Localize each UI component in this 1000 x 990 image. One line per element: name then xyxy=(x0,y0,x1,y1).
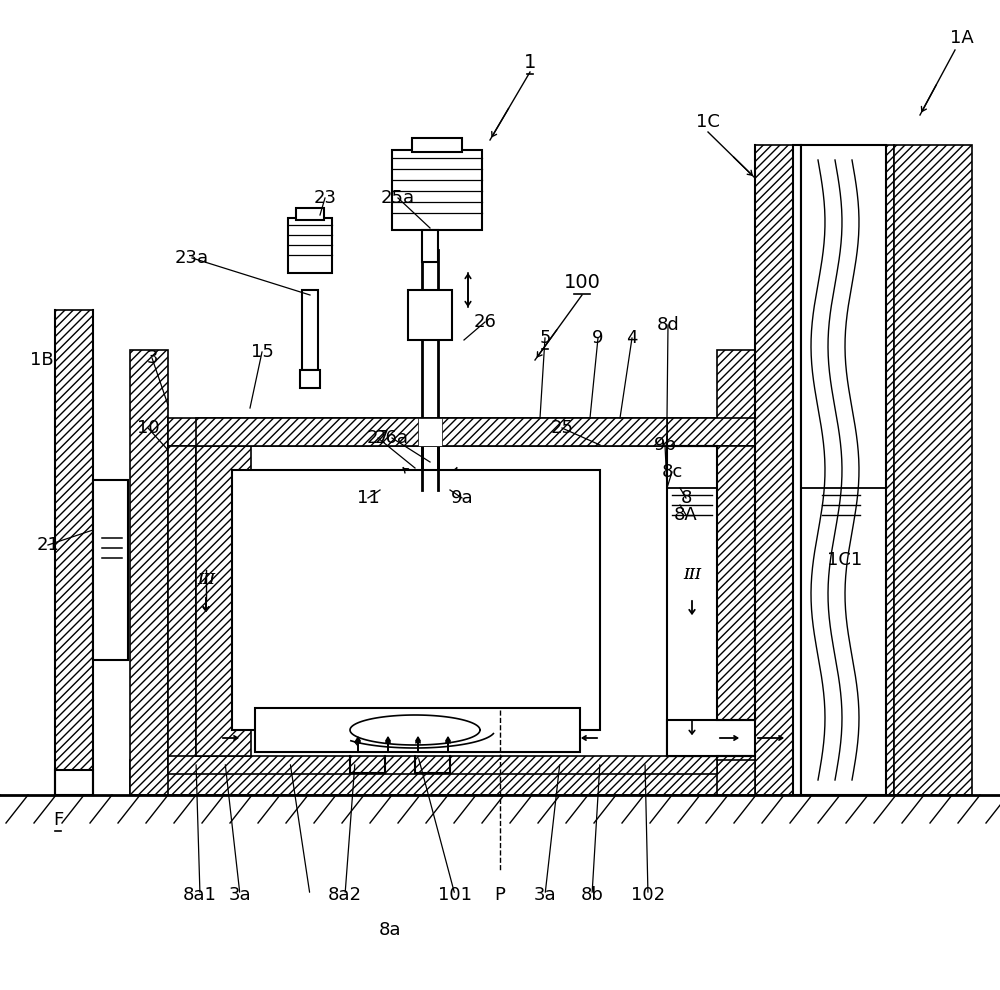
Bar xyxy=(300,370,320,388)
Text: 8d: 8d xyxy=(657,316,679,334)
Bar xyxy=(755,145,793,795)
Bar xyxy=(422,230,438,262)
Text: P: P xyxy=(495,886,505,904)
Bar xyxy=(667,418,755,446)
Text: 15: 15 xyxy=(251,343,273,361)
Bar xyxy=(55,310,93,795)
Bar xyxy=(894,145,972,795)
Text: 8a1: 8a1 xyxy=(183,886,217,904)
Text: 8a2: 8a2 xyxy=(328,886,362,904)
Text: III: III xyxy=(683,568,701,582)
Text: 27: 27 xyxy=(366,429,390,447)
Text: 9: 9 xyxy=(592,329,604,347)
Bar xyxy=(168,446,196,760)
Text: 25a: 25a xyxy=(381,189,415,207)
Text: 8c: 8c xyxy=(661,463,683,481)
Bar xyxy=(55,770,93,795)
Text: III: III xyxy=(197,573,215,587)
Bar xyxy=(232,470,600,730)
Bar xyxy=(418,418,442,446)
Text: 26: 26 xyxy=(474,313,496,331)
Bar xyxy=(255,490,580,710)
Text: 9b: 9b xyxy=(654,436,676,454)
Bar xyxy=(667,446,689,756)
Text: 26a: 26a xyxy=(375,429,409,447)
Bar xyxy=(717,446,755,760)
Bar xyxy=(288,218,332,273)
Text: 1B: 1B xyxy=(30,351,54,369)
Text: 100: 100 xyxy=(564,272,600,291)
Text: F: F xyxy=(53,811,63,829)
Bar xyxy=(302,290,318,370)
Text: 3a: 3a xyxy=(229,886,251,904)
Bar xyxy=(93,480,128,660)
Text: 102: 102 xyxy=(631,886,665,904)
Bar xyxy=(412,138,462,152)
Text: 8A: 8A xyxy=(674,506,698,524)
Bar xyxy=(196,446,218,756)
Text: 1C1: 1C1 xyxy=(827,551,863,569)
Bar xyxy=(196,446,251,756)
Text: 3: 3 xyxy=(146,349,158,367)
Bar xyxy=(408,290,452,340)
Bar xyxy=(667,446,717,756)
Text: 101: 101 xyxy=(438,886,472,904)
Text: 1C: 1C xyxy=(696,113,720,131)
Text: 11: 11 xyxy=(357,489,379,507)
Text: 1A: 1A xyxy=(950,29,974,47)
Bar xyxy=(667,446,689,756)
Text: 1: 1 xyxy=(524,52,536,71)
Bar xyxy=(667,720,755,756)
Bar xyxy=(255,708,580,752)
Text: 8: 8 xyxy=(680,489,692,507)
Text: 23a: 23a xyxy=(175,249,209,267)
Text: 4: 4 xyxy=(626,329,638,347)
Bar xyxy=(801,145,886,795)
Bar xyxy=(392,150,482,230)
Text: 9a: 9a xyxy=(451,489,473,507)
Text: III: III xyxy=(683,568,701,582)
Text: 8a: 8a xyxy=(379,921,401,939)
Text: 8b: 8b xyxy=(581,886,603,904)
Bar xyxy=(130,350,168,795)
Bar xyxy=(689,446,717,760)
Bar xyxy=(793,145,801,795)
Bar xyxy=(717,350,755,795)
Bar xyxy=(130,760,755,795)
Text: 25: 25 xyxy=(550,419,574,437)
Text: 21: 21 xyxy=(37,536,59,554)
Bar xyxy=(168,756,717,774)
Bar xyxy=(886,145,894,795)
Text: III: III xyxy=(197,573,215,587)
Bar xyxy=(93,480,128,660)
Text: 10: 10 xyxy=(137,419,159,437)
Text: 3a: 3a xyxy=(534,886,556,904)
Text: 5: 5 xyxy=(539,329,551,347)
Text: 23: 23 xyxy=(314,189,336,207)
Bar xyxy=(296,208,324,220)
Bar xyxy=(196,418,667,446)
Bar xyxy=(168,418,717,446)
